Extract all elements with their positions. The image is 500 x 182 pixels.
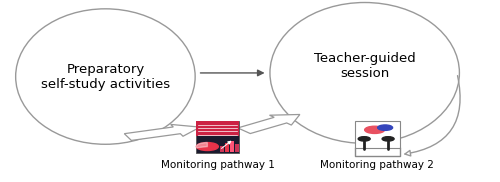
Text: Preparatory
self-study activities: Preparatory self-study activities — [41, 63, 170, 91]
Circle shape — [382, 137, 394, 141]
Ellipse shape — [16, 9, 195, 144]
Bar — [354, 121, 400, 148]
FancyArrow shape — [238, 114, 300, 134]
Ellipse shape — [270, 3, 460, 143]
Bar — [230, 141, 234, 152]
Bar — [220, 146, 224, 152]
Circle shape — [378, 125, 392, 130]
Circle shape — [364, 126, 384, 133]
Bar — [196, 121, 239, 136]
Circle shape — [196, 143, 218, 151]
Circle shape — [358, 137, 370, 141]
Text: Monitoring pathway 2: Monitoring pathway 2 — [320, 160, 434, 170]
Bar — [236, 144, 239, 152]
Bar — [226, 143, 229, 152]
Polygon shape — [196, 143, 207, 148]
Bar — [196, 121, 239, 153]
FancyArrow shape — [124, 124, 200, 141]
Text: Monitoring pathway 1: Monitoring pathway 1 — [160, 160, 274, 170]
Text: Teacher-guided
session: Teacher-guided session — [314, 52, 416, 80]
